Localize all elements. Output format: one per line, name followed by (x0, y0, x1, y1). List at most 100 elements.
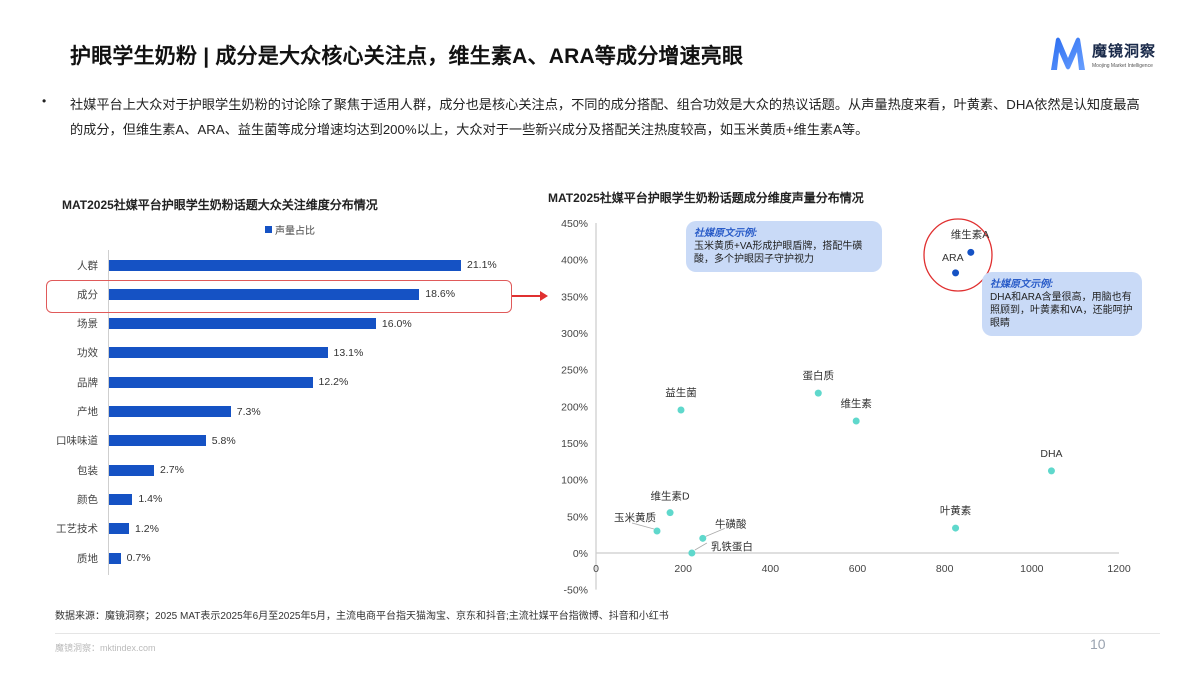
bar-row: 成分 18.6% (40, 284, 455, 304)
bar (109, 406, 231, 417)
point-label: 维生素D (651, 490, 690, 503)
scatter-chart: 450% 400% 350% 300% 250% 200% 150% 100% 50% 0% -50… (561, 218, 1131, 597)
scatter-chart-title: MAT2025社媒平台护眼学生奶粉话题成分维度声量分布情况 (548, 191, 864, 205)
scatter-point (814, 389, 822, 397)
quote-bubble-left: 社媒原文示例: 玉米黄质+VA形成护眼盾牌，搭配牛磺酸，多个护眼因子守护视力 (686, 221, 882, 272)
bar-chart: 人群 21.1% 成分 18.6% 场景 16.0% 功效 13.1% 品牌 12.2% 产地 7.3… (40, 250, 520, 580)
bar (109, 464, 155, 476)
bar-category-label: 成分 (77, 288, 98, 301)
y-tick-label: 150% (561, 438, 588, 450)
bar (109, 523, 130, 535)
bar-row: 场景 16.0% (40, 314, 412, 334)
bar-value-label: 1.4% (138, 493, 163, 506)
page-number: 10 (1090, 636, 1106, 652)
quote-bubble-body: 玉米黄质+VA形成护眼盾牌，搭配牛磺酸，多个护眼因子守护视力 (694, 241, 863, 265)
scatter-point (666, 509, 674, 517)
scatter-point (852, 417, 860, 425)
data-source-note: 数据来源：魔镜洞察；2025 MAT表示2025年6月至2025年5月，主流电商… (55, 611, 669, 622)
bar-category-label: 品牌 (77, 376, 98, 389)
leader-line (631, 522, 655, 530)
bar-category-label: 功效 (77, 347, 98, 360)
logo-text-cn: 魔镜洞察 (1092, 42, 1157, 60)
scatter-point (1047, 467, 1055, 475)
bar-row: 包装 2.7% (40, 460, 184, 480)
bar-category-label: 人群 (77, 259, 98, 272)
arrow-right-icon (540, 291, 548, 301)
y-tick-label: 200% (561, 401, 588, 413)
bar-row: 品牌 12.2% (40, 372, 348, 392)
highlight-box (46, 280, 512, 313)
bar-row: 产地 7.3% (40, 402, 261, 422)
bar (109, 318, 376, 330)
quote-bubble-body: DHA和ARA含量很高，用脑也有照顾到，叶黄素和VA，还能呵护眼睛 (990, 292, 1133, 329)
scatter-point (967, 248, 975, 256)
logo-m-icon (1051, 37, 1085, 70)
bar-value-label: 2.7% (160, 464, 184, 477)
footer-site: 魔镜洞察：mktindex.com (55, 643, 156, 653)
y-tick-label: 350% (561, 291, 588, 303)
bar-category-label: 工艺技术 (56, 523, 98, 536)
bar-chart-legend: 声量占比 (265, 222, 315, 237)
y-tick-label: 300% (561, 328, 588, 340)
quote-bubble-right: 社媒原文示例: DHA和ARA含量很高，用脑也有照顾到，叶黄素和VA，还能呵护眼… (982, 272, 1142, 336)
bar-value-label: 7.3% (236, 405, 261, 418)
page-title: 护眼学生奶粉 | 成分是大众核心关注点，维生素A、ARA等成分增速亮眼 (70, 45, 744, 68)
bar-value-label: 5.8% (211, 434, 236, 447)
bar-chart-axis (108, 250, 109, 575)
y-tick-label: 450% (561, 218, 588, 230)
x-tick-label: 600 (849, 563, 867, 575)
bar-value-label: 21.1% (467, 259, 497, 271)
logo-text-en: Moojing Market Intelligence (1092, 62, 1153, 69)
scatter-point (952, 524, 960, 532)
x-tick-label: 0 (593, 563, 599, 575)
leader-line (694, 542, 708, 551)
quote-bubble-head: 社媒原文示例: (694, 228, 758, 239)
scatter-point (677, 406, 685, 414)
point-label: 益生菌 (665, 386, 697, 399)
bar (109, 435, 206, 447)
summary-text: 社媒平台上大众对于护眼学生奶粉的讨论除了聚焦于适用人群，成分也是核心关注点，不同… (70, 97, 1140, 137)
x-tick-label: 400 (762, 563, 780, 575)
bar (109, 552, 121, 564)
scatter-point (952, 269, 960, 277)
bar-value-label: 16.0% (381, 317, 412, 330)
scatter-point (699, 534, 707, 542)
legend-label: 声量占比 (275, 226, 315, 237)
x-tick-label: 1200 (1107, 563, 1131, 575)
x-tick-label: 200 (674, 563, 692, 575)
highlight-circle (923, 218, 993, 292)
point-label: 牛磺酸 (715, 517, 747, 530)
y-tick-label: -50% (563, 585, 588, 597)
bar-category-label: 口味味道 (56, 435, 98, 448)
x-tick-label: 1000 (1020, 563, 1044, 575)
footer-divider (55, 633, 1160, 634)
point-label: DHA (1040, 448, 1062, 460)
quote-bubble-head: 社媒原文示例: (990, 279, 1054, 290)
bar (109, 288, 420, 300)
bar-category-label: 质地 (77, 552, 98, 565)
point-label: 维生素 (840, 397, 872, 410)
bar (109, 347, 328, 359)
point-label: 乳铁蛋白 (711, 540, 753, 553)
bar-value-label: 12.2% (318, 376, 349, 389)
bar-value-label: 0.7% (126, 552, 151, 564)
bar-row: 口味味道 5.8% (40, 431, 236, 451)
point-label: ARA (942, 252, 964, 264)
point-label: 玉米黄质 (614, 511, 656, 524)
bar-row: 功效 13.1% (40, 343, 363, 363)
bar-category-label: 颜色 (77, 493, 98, 506)
point-label: 维生素A (951, 228, 990, 241)
point-label: 叶黄素 (940, 504, 972, 517)
bar-row: 工艺技术 1.2% (40, 519, 159, 539)
bar (109, 376, 313, 388)
y-tick-label: 400% (561, 255, 588, 267)
y-tick-label: 250% (561, 365, 588, 377)
bar-category-label: 产地 (77, 406, 98, 418)
leader-line (705, 527, 725, 537)
bar-category-label: 包装 (77, 464, 98, 477)
brand-logo: 魔镜洞察 Moojing Market Intelligence (1048, 36, 1156, 72)
bar-value-label: 1.2% (135, 522, 159, 535)
bar-value-label: 18.6% (425, 288, 456, 301)
bar (109, 493, 133, 505)
bar-row: 质地 0.7% (40, 548, 151, 568)
